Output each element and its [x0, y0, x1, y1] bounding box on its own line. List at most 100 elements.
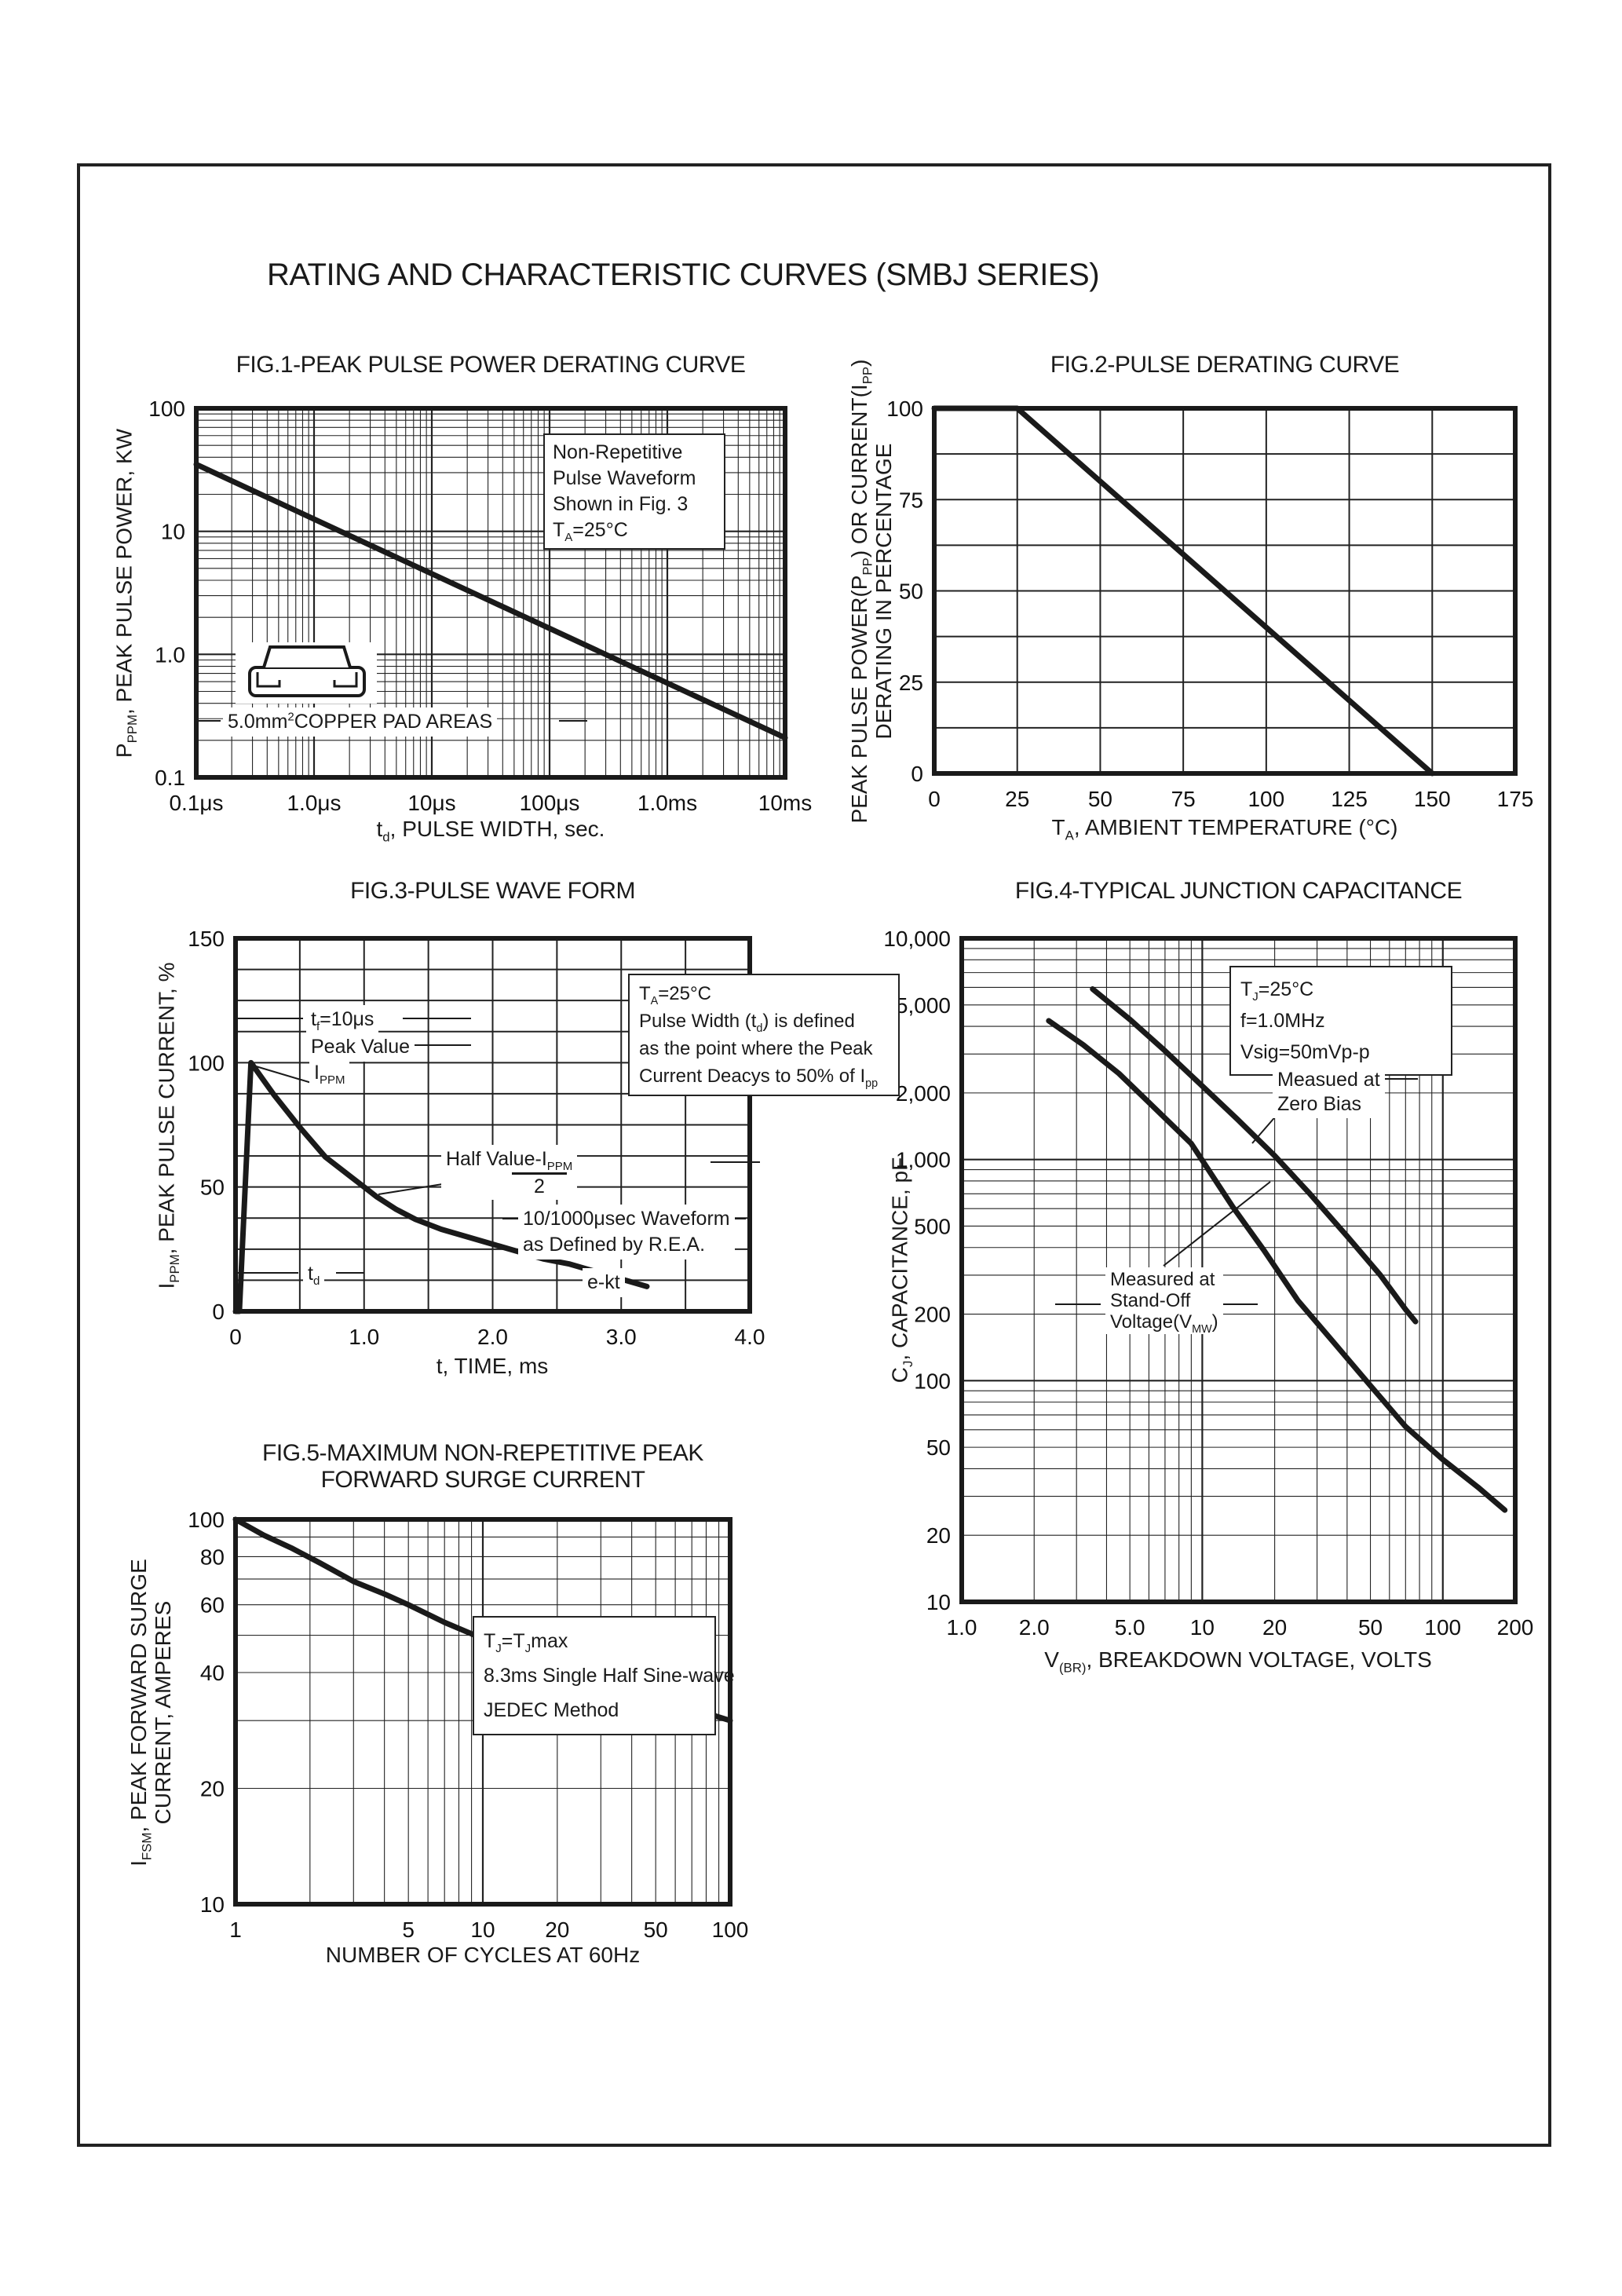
svg-text:1.0ms: 1.0ms — [637, 791, 697, 815]
svg-text:200: 200 — [1497, 1615, 1534, 1640]
fig3-rea-note: 10/1000μsec Waveform as Defined by R.E.A. — [518, 1205, 735, 1260]
svg-text:20: 20 — [926, 1523, 951, 1548]
fig3-td-label: td — [303, 1260, 325, 1289]
fig1-copper-pad-note: 5.0mm2COPPER PAD AREAS — [223, 707, 498, 737]
svg-text:10ms: 10ms — [758, 791, 812, 815]
fig3-half-value-denominator: 2 — [512, 1172, 567, 1198]
svg-text:1.0: 1.0 — [155, 642, 185, 667]
svg-text:125: 125 — [1331, 787, 1368, 811]
svg-text:10: 10 — [161, 520, 185, 544]
svg-text:100: 100 — [712, 1918, 749, 1942]
series-measured-at-stand-off-voltage — [1046, 1018, 1508, 1513]
svg-text:5,000: 5,000 — [896, 993, 951, 1018]
fig2-y-axis-label: PEAK PULSE POWER(PPP) OR CURRENT(IPP) DER… — [847, 359, 896, 824]
svg-text:1,000: 1,000 — [896, 1148, 951, 1172]
svg-text:0.1: 0.1 — [155, 766, 185, 790]
fig3-conditions-note: TA=25°C Pulse Width (td) is defined as the… — [628, 974, 900, 1096]
svg-text:10: 10 — [200, 1892, 225, 1917]
svg-text:75: 75 — [899, 488, 923, 512]
svg-text:50: 50 — [1088, 787, 1112, 811]
svg-text:175: 175 — [1497, 787, 1534, 811]
svg-text:10μs: 10μs — [407, 791, 455, 815]
fig3-peak-value-label: Peak Value — [306, 1033, 415, 1062]
fig5-y-axis-label: IFSM, PEAK FORWARD SURGE CURRENT, AMPERES — [126, 1559, 175, 1866]
fig1-y-axis-label: PPPM, PEAK PULSE POWER, KW — [111, 428, 141, 759]
svg-text:100: 100 — [188, 1051, 225, 1075]
svg-text:10: 10 — [1190, 1615, 1215, 1640]
page-title: RATING AND CHARACTERISTIC CURVES (SMBJ S… — [266, 258, 1100, 292]
svg-text:1.0μs: 1.0μs — [287, 791, 341, 815]
svg-text:1.0: 1.0 — [947, 1615, 977, 1640]
smb-package-drawing — [248, 666, 366, 697]
svg-text:25: 25 — [1005, 787, 1029, 811]
fig4-conditions-note: TJ=25°C f=1.0MHz Vsig=50mVp-p — [1229, 966, 1452, 1076]
svg-text:200: 200 — [914, 1303, 951, 1327]
svg-text:75: 75 — [1171, 787, 1196, 811]
svg-text:2.0: 2.0 — [477, 1325, 508, 1349]
fig3-title: FIG.3-PULSE WAVE FORM — [350, 878, 635, 904]
fig4-title: FIG.4-TYPICAL JUNCTION CAPACITANCE — [1014, 878, 1463, 904]
svg-text:100: 100 — [1424, 1615, 1461, 1640]
svg-text:0: 0 — [911, 762, 923, 786]
svg-text:50: 50 — [200, 1175, 225, 1200]
smb-package-drawing — [262, 645, 352, 668]
fig3-tf-note: tf=10μs — [306, 1005, 379, 1034]
fig4-x-axis-label: V(BR), BREAKDOWN VOLTAGE, VOLTS — [1044, 1647, 1432, 1676]
fig3-half-value-label: Half Value-IPPM 2 — [441, 1145, 578, 1200]
svg-text:500: 500 — [914, 1214, 951, 1238]
svg-text:25: 25 — [899, 671, 923, 695]
svg-text:100μs: 100μs — [520, 791, 580, 815]
fig5-x-axis-label: NUMBER OF CYCLES AT 60Hz — [325, 1943, 641, 1967]
fig4-stand-off-label: Measured at Stand-Off Voltage(VMW) — [1105, 1267, 1223, 1335]
svg-text:150: 150 — [1414, 787, 1451, 811]
svg-text:100: 100 — [886, 397, 923, 421]
svg-text:100: 100 — [1248, 787, 1284, 811]
svg-text:0.1μs: 0.1μs — [169, 791, 223, 815]
svg-text:50: 50 — [899, 579, 923, 604]
fig3-ippm-label: IPPM — [309, 1058, 350, 1088]
svg-text:10: 10 — [926, 1590, 951, 1614]
svg-text:2,000: 2,000 — [896, 1081, 951, 1106]
svg-text:150: 150 — [188, 927, 225, 951]
series-peak-pulse-power — [193, 461, 788, 741]
svg-text:1.0: 1.0 — [349, 1325, 379, 1349]
series-pulse-waveform — [232, 1059, 650, 1314]
fig1-x-axis-label: td, PULSE WIDTH, sec. — [376, 817, 605, 845]
svg-text:20: 20 — [1262, 1615, 1287, 1640]
svg-text:80: 80 — [200, 1545, 225, 1569]
fig2-x-axis-label: TA, AMBIENT TEMPERATURE (°C) — [1051, 815, 1398, 843]
svg-text:50: 50 — [926, 1435, 951, 1460]
svg-text:50: 50 — [1358, 1615, 1383, 1640]
svg-text:0: 0 — [928, 787, 941, 811]
fig1-waveform-note: Non-Repetitive Pulse Waveform Shown in Fig… — [543, 433, 725, 550]
svg-text:2.0: 2.0 — [1019, 1615, 1050, 1640]
svg-text:60: 60 — [200, 1593, 225, 1618]
fig3-ekt-label: e-kt — [583, 1268, 625, 1297]
svg-text:50: 50 — [644, 1918, 668, 1942]
fig1-title: FIG.1-PEAK PULSE POWER DERATING CURVE — [236, 352, 746, 378]
fig3-y-axis-label: IPPM, PEAK PULSE CURRENT, % — [154, 962, 183, 1289]
fig3-half-value-numerator: Half Value-IPPM — [446, 1148, 573, 1173]
svg-text:1: 1 — [229, 1918, 242, 1942]
svg-text:4.0: 4.0 — [735, 1325, 765, 1349]
fig4-zero-bias-label: Measued at Zero Bias — [1273, 1066, 1385, 1118]
svg-text:3.0: 3.0 — [606, 1325, 637, 1349]
series-measured-at-zero-bias — [1090, 986, 1419, 1325]
svg-text:20: 20 — [200, 1776, 225, 1801]
svg-text:100: 100 — [914, 1369, 951, 1393]
fig5-conditions-note: TJ=TJmax 8.3ms Single Half Sine-wave JEDEC… — [473, 1616, 735, 1735]
svg-text:100: 100 — [188, 1508, 225, 1532]
fig2-title: FIG.2-PULSE DERATING CURVE — [1050, 352, 1400, 378]
smb-package-drawing — [333, 672, 358, 688]
svg-text:40: 40 — [200, 1661, 225, 1685]
page-border — [77, 163, 1551, 2147]
series-pulse-derating — [931, 405, 1435, 777]
svg-text:5: 5 — [402, 1918, 415, 1942]
svg-text:10,000: 10,000 — [883, 927, 951, 951]
smb-package-drawing — [256, 672, 281, 688]
svg-text:10: 10 — [470, 1918, 495, 1942]
svg-text:100: 100 — [148, 397, 185, 421]
fig3-x-axis-label: t, TIME, ms — [436, 1354, 549, 1378]
